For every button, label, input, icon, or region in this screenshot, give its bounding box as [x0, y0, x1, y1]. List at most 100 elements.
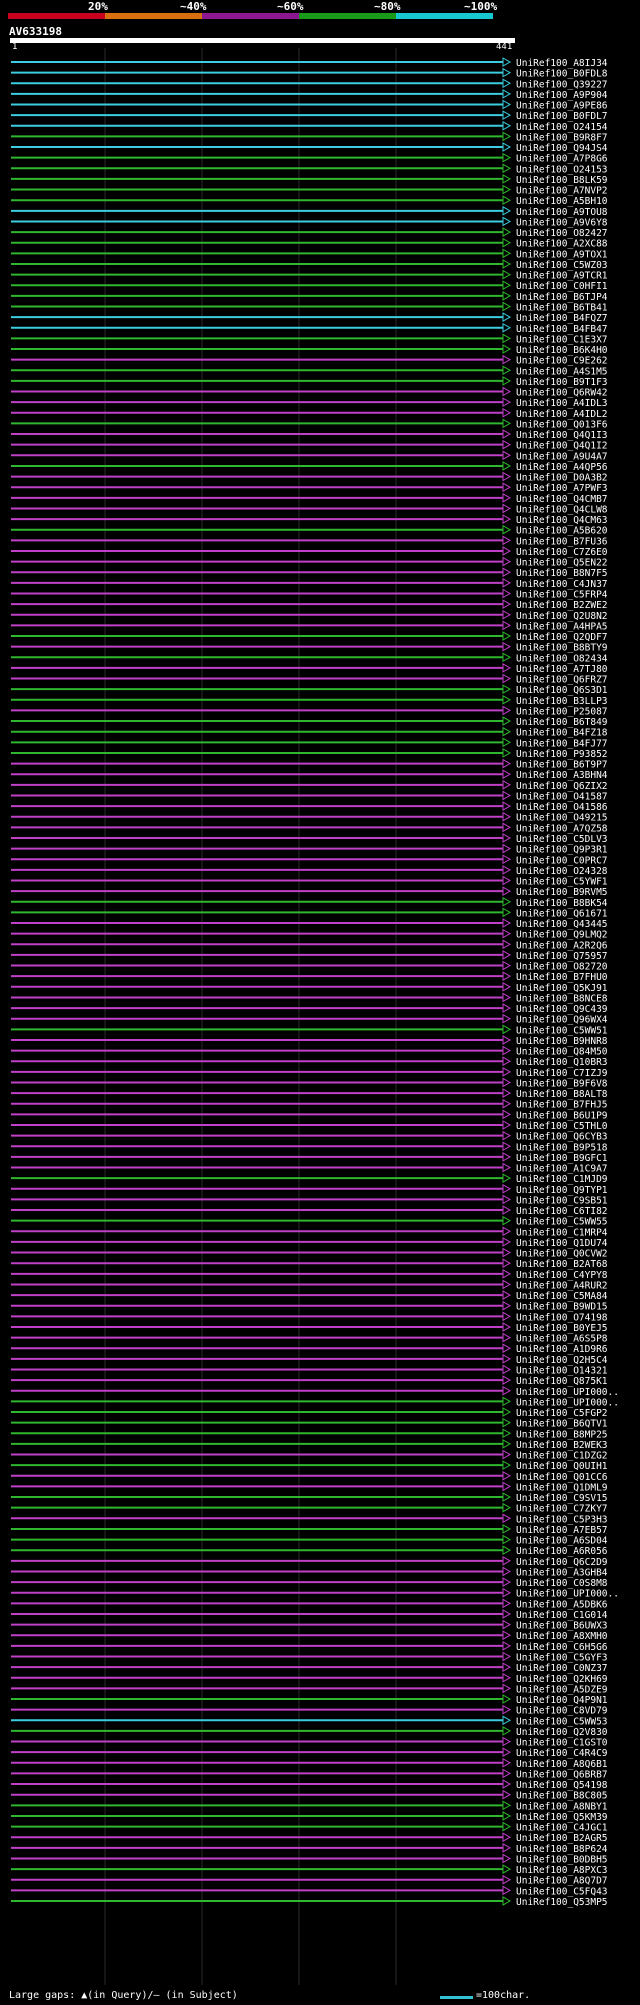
hit-label[interactable]: UniRef100_C1MJD9	[516, 1174, 608, 1185]
hit-label[interactable]: UniRef100_B8C805	[516, 1791, 608, 1802]
hit-label[interactable]: UniRef100_UPI000..	[516, 1589, 619, 1600]
hit-label[interactable]: UniRef100_Q013F6	[516, 419, 608, 430]
hit-label[interactable]: UniRef100_Q0UIH1	[516, 1461, 608, 1472]
hit-label[interactable]: UniRef100_Q96WX4	[516, 1015, 608, 1026]
hit-label[interactable]: UniRef100_B9RVM5	[516, 887, 608, 898]
hit-label[interactable]: UniRef100_O24153	[516, 164, 608, 175]
hit-label[interactable]: UniRef100_O41586	[516, 802, 608, 813]
hit-label[interactable]: UniRef100_B2WEK3	[516, 1440, 608, 1451]
hit-label[interactable]: UniRef100_A9TCR1	[516, 271, 608, 282]
hit-label[interactable]: UniRef100_B9WD15	[516, 1302, 608, 1313]
hit-label[interactable]: UniRef100_B8ALT8	[516, 1089, 608, 1100]
hit-label[interactable]: UniRef100_Q9C439	[516, 1004, 608, 1015]
hit-label[interactable]: UniRef100_B6U1P9	[516, 1110, 608, 1121]
hit-label[interactable]: UniRef100_B4FZ18	[516, 728, 608, 739]
hit-label[interactable]: UniRef100_Q9P3R1	[516, 845, 608, 856]
hit-label[interactable]: UniRef100_A5DBK6	[516, 1599, 608, 1610]
hit-label[interactable]: UniRef100_B8P624	[516, 1844, 608, 1855]
hit-label[interactable]: UniRef100_B8MP25	[516, 1429, 608, 1440]
hit-label[interactable]: UniRef100_A9V6Y8	[516, 217, 608, 228]
hit-label[interactable]: UniRef100_UPI000..	[516, 1397, 619, 1408]
hit-label[interactable]: UniRef100_Q875K1	[516, 1376, 608, 1387]
hit-label[interactable]: UniRef100_Q0CVW2	[516, 1249, 608, 1260]
hit-label[interactable]: UniRef100_C1MRP4	[516, 1227, 608, 1238]
hit-label[interactable]: UniRef100_A8XMH0	[516, 1631, 608, 1642]
hit-label[interactable]: UniRef100_C1DZG2	[516, 1451, 608, 1462]
hit-label[interactable]: UniRef100_B9F6V8	[516, 1078, 608, 1089]
hit-label[interactable]: UniRef100_B9GFC1	[516, 1153, 608, 1164]
hit-label[interactable]: UniRef100_O82427	[516, 228, 608, 239]
hit-label[interactable]: UniRef100_Q39227	[516, 79, 608, 90]
hit-label[interactable]: UniRef100_B8LK59	[516, 175, 608, 186]
hit-label[interactable]: UniRef100_O24154	[516, 122, 608, 133]
hit-label[interactable]: UniRef100_A6R056	[516, 1546, 608, 1557]
hit-label[interactable]: UniRef100_A4QP56	[516, 462, 608, 473]
hit-label[interactable]: UniRef100_UPI000..	[516, 1387, 619, 1398]
hit-label[interactable]: UniRef100_A8Q7D7	[516, 1876, 608, 1887]
hit-label[interactable]: UniRef100_C7Z6E0	[516, 547, 608, 558]
hit-label[interactable]: UniRef100_C4JGC1	[516, 1823, 608, 1834]
hit-label[interactable]: UniRef100_Q2V830	[516, 1727, 608, 1738]
hit-label[interactable]: UniRef100_A3BHN4	[516, 770, 608, 781]
hit-label[interactable]: UniRef100_C9SV15	[516, 1493, 608, 1504]
hit-label[interactable]: UniRef100_C8VD79	[516, 1706, 608, 1717]
hit-label[interactable]: UniRef100_B7FHJ5	[516, 1100, 608, 1111]
hit-label[interactable]: UniRef100_C9SB51	[516, 1195, 608, 1206]
hit-label[interactable]: UniRef100_A7NVP2	[516, 186, 608, 197]
hit-label[interactable]: UniRef100_A4S1M5	[516, 366, 608, 377]
hit-label[interactable]: UniRef100_B8N7F5	[516, 568, 608, 579]
hit-label[interactable]: UniRef100_Q43445	[516, 919, 608, 930]
hit-label[interactable]: UniRef100_Q6BRB7	[516, 1769, 608, 1780]
hit-label[interactable]: UniRef100_C5FGP2	[516, 1408, 608, 1419]
hit-label[interactable]: UniRef100_Q2QDF7	[516, 632, 608, 643]
hit-label[interactable]: UniRef100_A4RUR2	[516, 1280, 608, 1291]
hit-label[interactable]: UniRef100_A8PXC3	[516, 1865, 608, 1876]
hit-label[interactable]: UniRef100_A9U4A7	[516, 451, 608, 462]
hit-label[interactable]: UniRef100_A7QZ58	[516, 823, 608, 834]
hit-label[interactable]: UniRef100_C7ZKY7	[516, 1504, 608, 1515]
hit-label[interactable]: UniRef100_C4YPY8	[516, 1270, 608, 1281]
hit-label[interactable]: UniRef100_Q4Q1I3	[516, 430, 608, 441]
hit-label[interactable]: UniRef100_B8BK54	[516, 898, 608, 909]
hit-label[interactable]: UniRef100_O74198	[516, 1312, 608, 1323]
hit-label[interactable]: UniRef100_Q4CMB7	[516, 494, 608, 505]
hit-label[interactable]: UniRef100_Q84M50	[516, 1047, 608, 1058]
hit-label[interactable]: UniRef100_C5THL0	[516, 1121, 608, 1132]
hit-label[interactable]: UniRef100_A2R2Q6	[516, 940, 608, 951]
hit-label[interactable]: UniRef100_Q1DML9	[516, 1482, 608, 1493]
hit-label[interactable]: UniRef100_B6UWX3	[516, 1621, 608, 1632]
hit-label[interactable]: UniRef100_O82434	[516, 653, 608, 664]
hit-label[interactable]: UniRef100_A1D9R6	[516, 1344, 608, 1355]
hit-label[interactable]: UniRef100_B0FDL7	[516, 111, 608, 122]
hit-label[interactable]: UniRef100_Q94JS4	[516, 143, 608, 154]
hit-label[interactable]: UniRef100_Q6S3D1	[516, 685, 608, 696]
hit-label[interactable]: UniRef100_B6TB41	[516, 302, 608, 313]
hit-label[interactable]: UniRef100_Q6CYB3	[516, 1132, 608, 1143]
hit-label[interactable]: UniRef100_B6TJP4	[516, 292, 608, 303]
hit-label[interactable]: UniRef100_B2AT68	[516, 1259, 608, 1270]
hit-label[interactable]: UniRef100_C1E3X7	[516, 334, 608, 345]
hit-label[interactable]: UniRef100_C5WW55	[516, 1217, 608, 1228]
hit-label[interactable]: UniRef100_B0YEJ5	[516, 1323, 608, 1334]
hit-label[interactable]: UniRef100_A5B620	[516, 526, 608, 537]
hit-label[interactable]: UniRef100_B8NCE8	[516, 993, 608, 1004]
hit-label[interactable]: UniRef100_B7FHU0	[516, 972, 608, 983]
hit-label[interactable]: UniRef100_Q5KM39	[516, 1812, 608, 1823]
hit-label[interactable]: UniRef100_A8Q6B1	[516, 1759, 608, 1770]
hit-label[interactable]: UniRef100_C4JN37	[516, 579, 608, 590]
hit-label[interactable]: UniRef100_C5WZ03	[516, 260, 608, 271]
hit-label[interactable]: UniRef100_Q61671	[516, 908, 608, 919]
hit-label[interactable]: UniRef100_B4FQZ7	[516, 313, 608, 324]
hit-label[interactable]: UniRef100_B0FDL8	[516, 69, 608, 80]
hit-label[interactable]: UniRef100_O82720	[516, 962, 608, 973]
hit-label[interactable]: UniRef100_P93852	[516, 749, 608, 760]
hit-label[interactable]: UniRef100_Q1DU74	[516, 1238, 608, 1249]
hit-label[interactable]: UniRef100_B6T849	[516, 717, 608, 728]
hit-label[interactable]: UniRef100_Q4P9N1	[516, 1695, 608, 1706]
hit-label[interactable]: UniRef100_Q9TYP1	[516, 1185, 608, 1196]
hit-label[interactable]: UniRef100_B9T1F3	[516, 377, 608, 388]
hit-label[interactable]: UniRef100_A9PE86	[516, 101, 608, 112]
hit-label[interactable]: UniRef100_Q2U8N2	[516, 611, 608, 622]
hit-label[interactable]: UniRef100_C5FQ43	[516, 1886, 608, 1897]
hit-label[interactable]: UniRef100_Q6FRZ7	[516, 675, 608, 686]
